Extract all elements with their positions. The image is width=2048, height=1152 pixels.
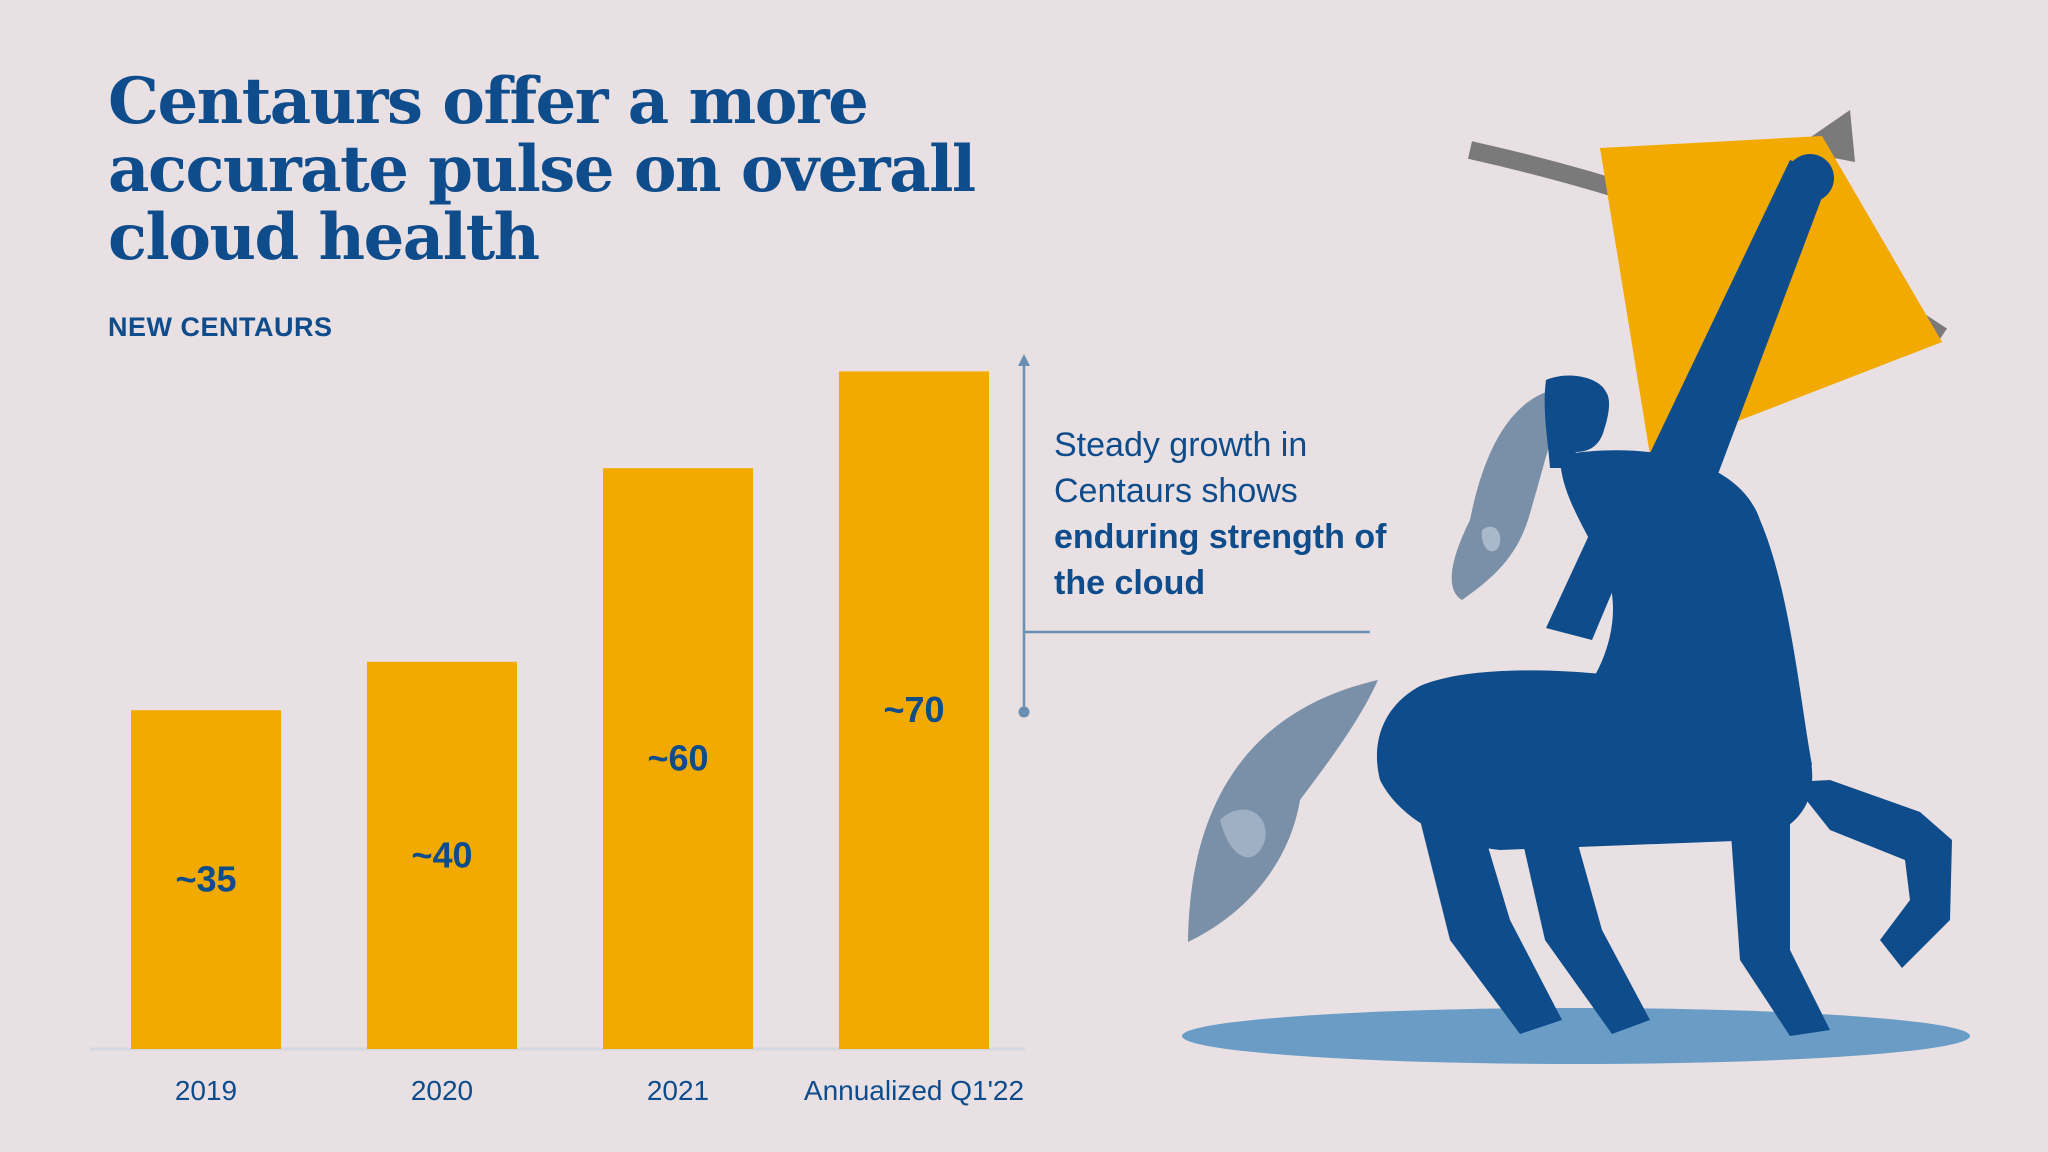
bar-value-label: ~35 [175, 859, 236, 900]
x-tick-label: 2021 [647, 1075, 709, 1106]
bar-2021 [603, 468, 753, 1049]
bar-series: ~35 2019 ~40 2020 ~60 2021 ~70 Annualized Q1'22 [131, 371, 1024, 1106]
callout-text-regular: Steady growth in Centaurs shows [1054, 426, 1308, 510]
x-tick-label: 2019 [175, 1075, 237, 1106]
x-tick-label: Annualized Q1'22 [804, 1075, 1024, 1106]
callout-text-bold: enduring strength of the cloud [1054, 518, 1387, 602]
bar-value-label: ~60 [647, 738, 708, 779]
bar-value-label: ~40 [411, 834, 472, 875]
page-title: Centaurs offer a more accurate pulse on … [108, 64, 976, 275]
growth-arrow [1018, 354, 1370, 718]
bar-value-label: ~70 [883, 689, 944, 730]
bar-2019 [131, 710, 281, 1049]
centaur-archer-icon [1182, 110, 1970, 1064]
growth-callout: Steady growth in Centaurs shows enduring… [1054, 422, 1394, 606]
x-tick-label: 2020 [411, 1075, 473, 1106]
bar-2020 [367, 661, 517, 1049]
chart-subtitle: NEW CENTAURS [108, 312, 333, 342]
bar-annualized-q1-22 [839, 371, 989, 1049]
